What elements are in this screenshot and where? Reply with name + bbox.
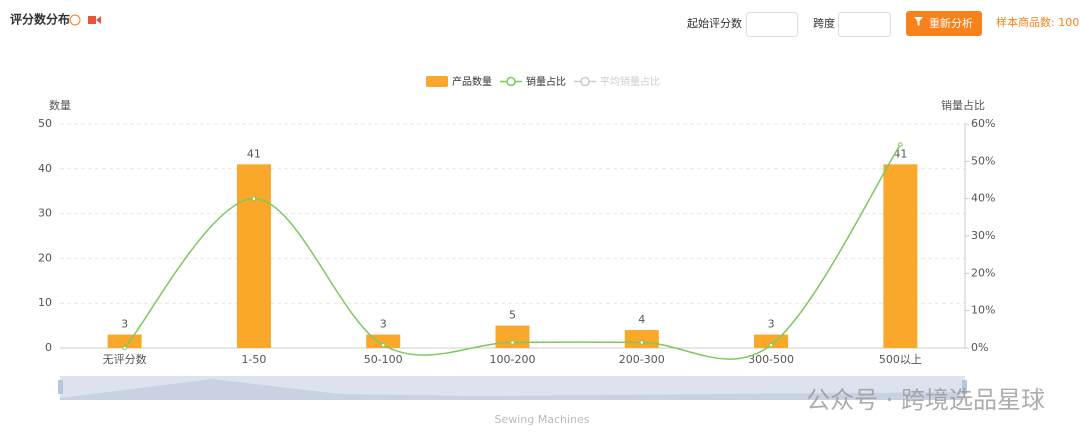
- slider-handle[interactable]: [58, 380, 63, 394]
- line-point: [510, 340, 515, 345]
- line-point: [898, 142, 903, 147]
- bar-value-label: 3: [768, 318, 775, 331]
- slider-preview: [60, 379, 960, 400]
- span-label: 跨度: [813, 16, 835, 30]
- y2-tick-label: 20%: [971, 266, 995, 279]
- y-tick-label: 30: [38, 207, 52, 220]
- video-icon: [96, 16, 101, 24]
- x-tick-label: 无评分数: [103, 353, 147, 366]
- reanalyze-button[interactable]: [906, 11, 982, 36]
- x-tick-label: 50-100: [364, 353, 403, 366]
- line-point: [639, 340, 645, 345]
- y2-tick-label: 40%: [971, 192, 995, 205]
- line-point: [380, 342, 386, 348]
- bar: [107, 334, 142, 348]
- slider-label: Sewing Machines: [494, 413, 589, 426]
- slider-handle[interactable]: [962, 380, 967, 394]
- legend-label: 平均销量占比: [600, 75, 660, 88]
- x-tick-label: 200-300: [619, 353, 665, 366]
- line-point: [251, 196, 257, 201]
- line-point: [768, 342, 774, 348]
- y2-tick-label: 30%: [971, 229, 995, 242]
- line-point: [122, 345, 127, 351]
- bar-value-label: 5: [509, 309, 516, 322]
- y-tick-label: 20: [38, 251, 52, 264]
- y-tick-label: 0: [45, 341, 52, 354]
- start-label: 起始评分数: [687, 16, 742, 30]
- legend-label: 产品数量: [452, 75, 492, 88]
- bar-value-label: 3: [121, 318, 128, 331]
- bar: [366, 334, 401, 348]
- start-input[interactable]: [746, 12, 798, 37]
- legend-swatch: [506, 76, 516, 87]
- y-tick-label: 40: [38, 162, 52, 175]
- legend-swatch: [426, 76, 448, 87]
- watermark: 公众号 · 跨境选品星球: [806, 386, 1045, 414]
- x-tick-label: 1-50: [241, 353, 266, 366]
- legend-label: 销量占比: [526, 75, 566, 88]
- y-axis-label: 数量: [49, 99, 71, 112]
- bar-value-label: 3: [380, 318, 387, 331]
- filter-icon: [914, 17, 923, 26]
- legend-swatch: [580, 76, 590, 87]
- bar: [236, 164, 271, 348]
- section-title: 评分数分布: [10, 12, 70, 27]
- y2-tick-label: 60%: [971, 117, 995, 130]
- x-tick-label: 300-500: [748, 353, 794, 366]
- x-tick-label: 100-200: [490, 353, 536, 366]
- bar-value-label: 4: [638, 313, 645, 326]
- bar-value-label: 41: [247, 147, 261, 160]
- video-icon[interactable]: [88, 16, 96, 24]
- help-icon[interactable]: [69, 14, 81, 26]
- sample-count: 样本商品数: 100: [996, 15, 1079, 29]
- bar: [624, 330, 659, 348]
- button-label: 重新分析: [929, 16, 973, 30]
- span-input[interactable]: [838, 12, 891, 37]
- bar: [883, 164, 918, 348]
- x-tick-label: 500以上: [879, 353, 922, 366]
- y2-tick-label: 0%: [971, 341, 988, 354]
- y2-tick-label: 50%: [971, 154, 995, 167]
- y-tick-label: 50: [38, 117, 52, 130]
- y2-axis-label: 销量占比: [941, 98, 985, 112]
- y-tick-label: 10: [38, 296, 52, 309]
- y2-tick-label: 10%: [971, 304, 995, 317]
